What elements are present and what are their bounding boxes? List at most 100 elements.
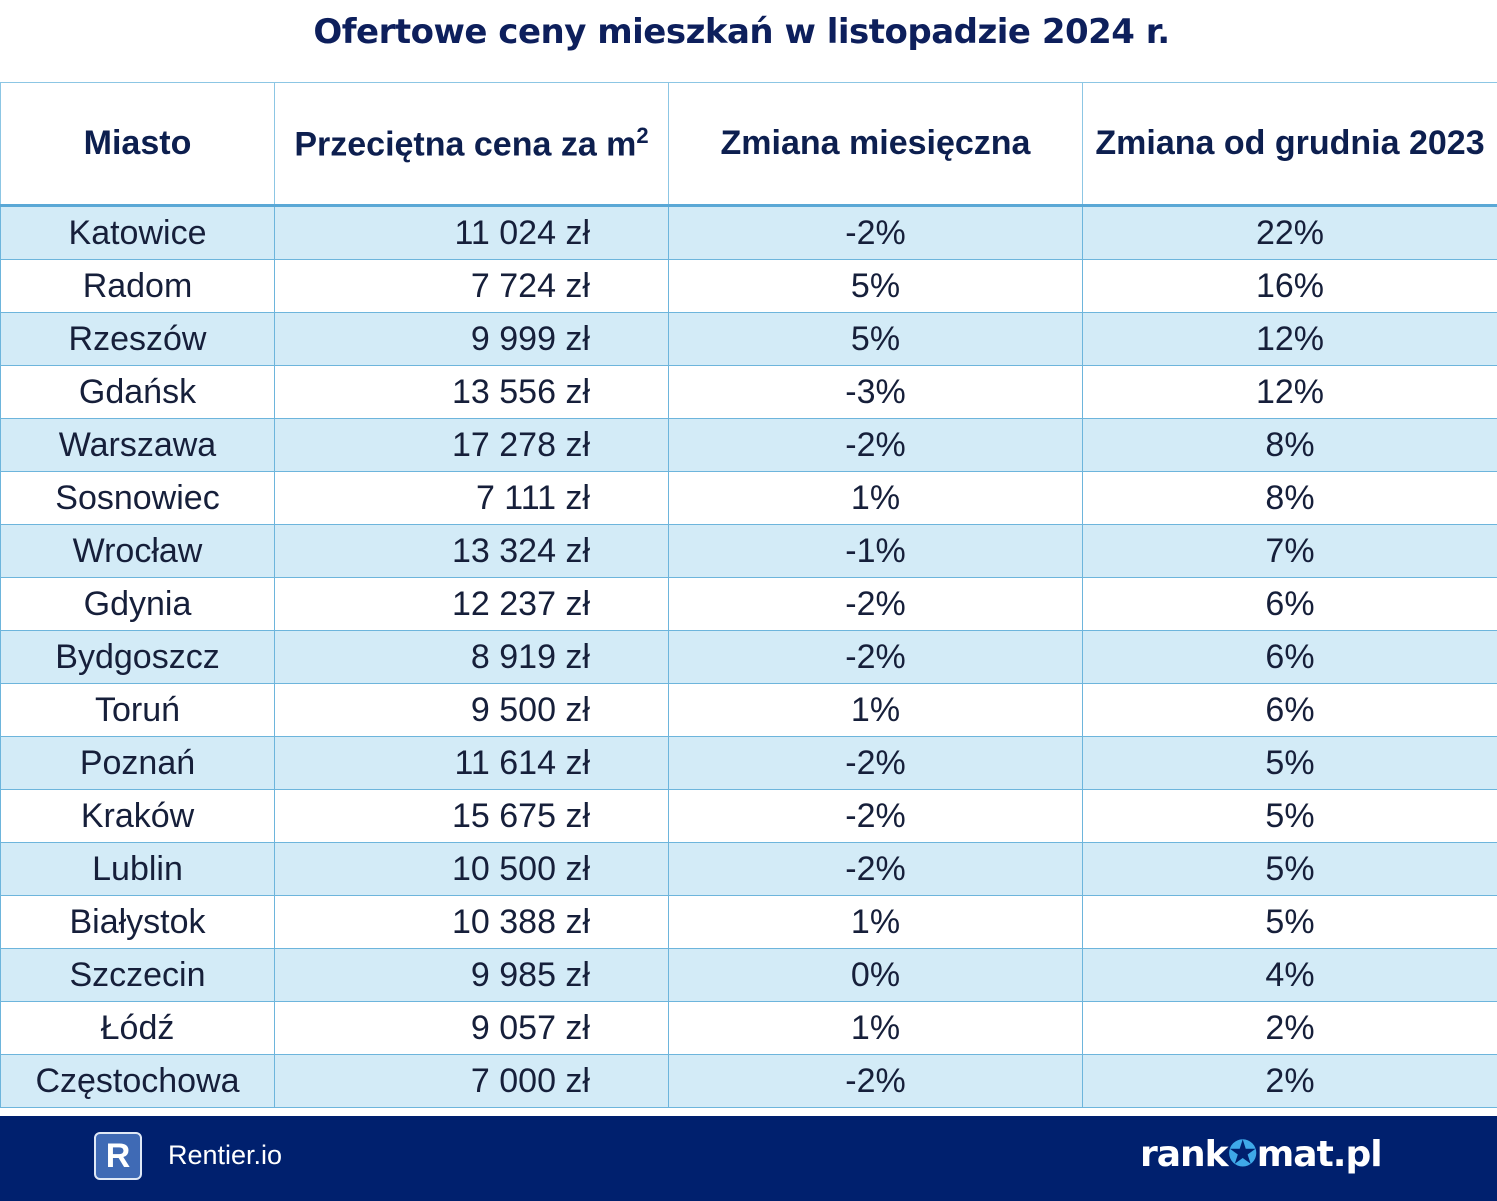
cell-ytd-change: 12%	[1082, 312, 1497, 366]
rankomat-right: mat.pl	[1256, 1134, 1383, 1175]
cell-price: 9 500 zł	[274, 683, 669, 737]
cell-price: 13 556 zł	[274, 365, 669, 419]
cell-city: Białystok	[0, 895, 275, 949]
cell-city: Radom	[0, 259, 275, 313]
star-icon: ✪	[1227, 1134, 1258, 1175]
header-row: Miasto Przeciętna cena za m2 Zmiana mies…	[0, 82, 1497, 207]
table-row: Lublin 10 500 zł -2% 5%	[0, 842, 1497, 896]
header-price: Przeciętna cena za m2	[274, 82, 669, 207]
cell-ytd-change: 5%	[1082, 736, 1497, 790]
cell-city: Szczecin	[0, 948, 275, 1002]
cell-monthly-change: 5%	[668, 259, 1083, 313]
cell-ytd-change: 5%	[1082, 895, 1497, 949]
cell-price: 7 724 zł	[274, 259, 669, 313]
table-row: Gdynia 12 237 zł -2% 6%	[0, 577, 1497, 631]
cell-monthly-change: 1%	[668, 1001, 1083, 1055]
cell-city: Kraków	[0, 789, 275, 843]
header-price-label: Przeciętna cena za m	[294, 125, 637, 164]
cell-city: Warszawa	[0, 418, 275, 472]
cell-monthly-change: -2%	[668, 205, 1083, 260]
table-row: Warszawa 17 278 zł -2% 8%	[0, 418, 1497, 472]
cell-ytd-change: 6%	[1082, 630, 1497, 684]
table-row: Sosnowiec 7 111 zł 1% 8%	[0, 471, 1497, 525]
cell-city: Rzeszów	[0, 312, 275, 366]
cell-price: 15 675 zł	[274, 789, 669, 843]
cell-ytd-change: 6%	[1082, 577, 1497, 631]
cell-city: Łódź	[0, 1001, 275, 1055]
cell-ytd-change: 16%	[1082, 259, 1497, 313]
header-monthly-change: Zmiana miesięczna	[668, 82, 1083, 207]
cell-price: 7 111 zł	[274, 471, 669, 525]
cell-city: Poznań	[0, 736, 275, 790]
cell-city: Katowice	[0, 205, 275, 260]
price-table: Miasto Przeciętna cena za m2 Zmiana mies…	[0, 82, 1497, 1108]
cell-city: Gdynia	[0, 577, 275, 631]
header-city: Miasto	[0, 82, 275, 207]
table-row: Częstochowa 7 000 zł -2% 2%	[0, 1054, 1497, 1108]
cell-price: 9 985 zł	[274, 948, 669, 1002]
cell-price: 8 919 zł	[274, 630, 669, 684]
cell-price: 11 614 zł	[274, 736, 669, 790]
rankomat-logo: rank✪mat.pl	[1140, 1134, 1383, 1175]
header-monthly-label: Zmiana miesięczna	[720, 124, 1031, 162]
table-row: Wrocław 13 324 zł -1% 7%	[0, 524, 1497, 578]
table-row: Bydgoszcz 8 919 zł -2% 6%	[0, 630, 1497, 684]
table-row: Kraków 15 675 zł -2% 5%	[0, 789, 1497, 843]
cell-ytd-change: 22%	[1082, 205, 1497, 260]
table-row: Szczecin 9 985 zł 0% 4%	[0, 948, 1497, 1002]
cell-city: Lublin	[0, 842, 275, 896]
cell-monthly-change: 5%	[668, 312, 1083, 366]
header-ytd-label: Zmiana od grudnia 2023	[1095, 124, 1485, 162]
header-city-label: Miasto	[83, 124, 192, 162]
cell-ytd-change: 6%	[1082, 683, 1497, 737]
cell-monthly-change: -2%	[668, 577, 1083, 631]
cell-price: 12 237 zł	[274, 577, 669, 631]
cell-ytd-change: 4%	[1082, 948, 1497, 1002]
cell-city: Toruń	[0, 683, 275, 737]
cell-monthly-change: -3%	[668, 365, 1083, 419]
table-row: Toruń 9 500 zł 1% 6%	[0, 683, 1497, 737]
cell-monthly-change: -2%	[668, 789, 1083, 843]
cell-ytd-change: 2%	[1082, 1001, 1497, 1055]
header-ytd-change: Zmiana od grudnia 2023	[1082, 82, 1497, 207]
cell-price: 10 388 zł	[274, 895, 669, 949]
cell-ytd-change: 2%	[1082, 1054, 1497, 1108]
cell-ytd-change: 8%	[1082, 471, 1497, 525]
cell-monthly-change: -2%	[668, 418, 1083, 472]
cell-city: Bydgoszcz	[0, 630, 275, 684]
table-row: Katowice 11 024 zł -2% 22%	[0, 205, 1497, 260]
cell-price: 10 500 zł	[274, 842, 669, 896]
cell-monthly-change: 1%	[668, 471, 1083, 525]
cell-monthly-change: -2%	[668, 630, 1083, 684]
cell-city: Gdańsk	[0, 365, 275, 419]
cell-city: Sosnowiec	[0, 471, 275, 525]
cell-ytd-change: 8%	[1082, 418, 1497, 472]
cell-price: 9 999 zł	[274, 312, 669, 366]
table-row: Poznań 11 614 zł -2% 5%	[0, 736, 1497, 790]
table-row: Radom 7 724 zł 5% 16%	[0, 259, 1497, 313]
cell-monthly-change: 1%	[668, 895, 1083, 949]
rankomat-left: rank	[1140, 1134, 1229, 1175]
table-row: Gdańsk 13 556 zł -3% 12%	[0, 365, 1497, 419]
cell-monthly-change: -2%	[668, 842, 1083, 896]
cell-ytd-change: 5%	[1082, 842, 1497, 896]
cell-monthly-change: 0%	[668, 948, 1083, 1002]
cell-ytd-change: 7%	[1082, 524, 1497, 578]
cell-monthly-change: 1%	[668, 683, 1083, 737]
cell-monthly-change: -2%	[668, 736, 1083, 790]
table-row: Łódź 9 057 zł 1% 2%	[0, 1001, 1497, 1055]
cell-price: 9 057 zł	[274, 1001, 669, 1055]
cell-monthly-change: -1%	[668, 524, 1083, 578]
cell-city: Wrocław	[0, 524, 275, 578]
cell-ytd-change: 12%	[1082, 365, 1497, 419]
rentier-name: Rentier.io	[168, 1140, 283, 1170]
table-row: Białystok 10 388 zł 1% 5%	[0, 895, 1497, 949]
page-title: Ofertowe ceny mieszkań w listopadzie 202…	[313, 12, 1170, 52]
table-row: Rzeszów 9 999 zł 5% 12%	[0, 312, 1497, 366]
cell-ytd-change: 5%	[1082, 789, 1497, 843]
cell-price: 17 278 zł	[274, 418, 669, 472]
cell-price: 7 000 zł	[274, 1054, 669, 1108]
cell-monthly-change: -2%	[668, 1054, 1083, 1108]
cell-price: 11 024 zł	[274, 205, 669, 260]
rentier-logo-icon: R	[94, 1132, 142, 1180]
